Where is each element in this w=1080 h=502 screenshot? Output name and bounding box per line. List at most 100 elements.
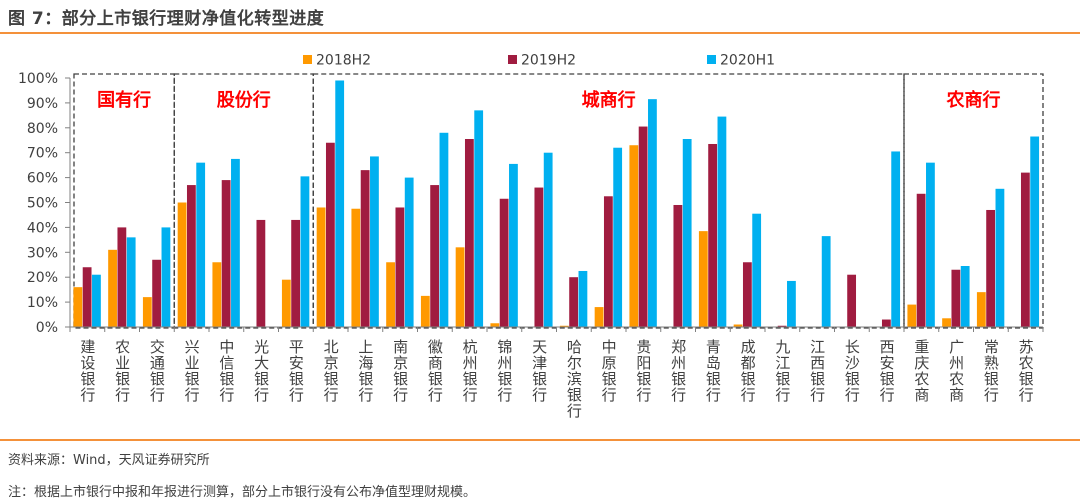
x-tick-label: 重庆农商: [912, 339, 930, 403]
bar-2020H1-西安银行: [891, 151, 901, 327]
bar-2019H2-徽商银行: [430, 185, 440, 327]
group-box: [312, 73, 905, 329]
bar-2018H2-贵阳银行: [629, 145, 639, 327]
bar-2019H2-重庆农商: [916, 193, 926, 327]
x-tick-label: 成都银行: [739, 339, 757, 403]
bar-2019H2-锦州银行: [499, 198, 509, 327]
bar-2019H2-苏农银行: [1020, 172, 1030, 327]
x-tick-label: 常熟银行: [982, 339, 1000, 403]
bar-2020H1-建设银行: [92, 274, 101, 327]
group-boxes: 国有行 股份行 城商行 农商行: [73, 73, 1044, 329]
x-tick-label: 西安银行: [878, 339, 896, 403]
bar-2020H1-中信银行: [231, 158, 240, 327]
bar-2020H1-九江银行: [787, 280, 796, 327]
bar-2020H1-常熟银行: [995, 188, 1005, 327]
legend-label: 2020H1: [720, 53, 775, 69]
bar-2019H2-贵阳银行: [638, 126, 648, 327]
x-tick-label: 九江银行: [773, 339, 791, 403]
bar-2018H2-中原银行: [594, 307, 604, 327]
bar-2018H2-农业银行: [108, 249, 117, 327]
x-tick-label: 北京银行: [322, 339, 340, 403]
y-tick-label: 50%: [27, 196, 58, 212]
bar-2020H1-江西银行: [821, 236, 831, 327]
bar-2018H2-重庆农商: [907, 304, 917, 327]
x-tick-label: 江西银行: [808, 339, 826, 403]
bar-2018H2-成都银行: [733, 324, 743, 327]
legend: 2018H2 2019H2 2020H1: [303, 53, 775, 69]
legend-label: 2018H2: [316, 53, 371, 69]
bar-2020H1-郑州银行: [682, 139, 692, 327]
x-tick-label: 郑州银行: [669, 339, 687, 403]
y-tick-label: 10%: [27, 295, 58, 311]
bar-2020H1-北京银行: [335, 80, 345, 327]
bar-2019H2-南京银行: [395, 207, 405, 327]
bar-2019H2-建设银行: [82, 267, 92, 327]
bar-2019H2-中信银行: [221, 180, 231, 327]
bar-2020H1-青岛银行: [717, 116, 727, 327]
bar-2019H2-九江银行: [777, 325, 787, 327]
group-label: 城商行: [582, 89, 636, 111]
bar-2019H2-西安银行: [881, 319, 891, 327]
bar-2018H2-哈尔滨银行: [559, 325, 569, 327]
bar-2019H2-广州农商: [951, 269, 961, 327]
x-tick-label: 锦州银行: [495, 339, 513, 403]
bar-2019H2-交通银行: [152, 259, 162, 327]
bar-2020H1-广州农商: [960, 266, 970, 327]
bar-2018H2-常熟银行: [976, 292, 986, 327]
bar-2020H1-兴业银行: [196, 162, 206, 327]
x-tick-label: 哈尔滨银行: [565, 339, 583, 419]
bar-2018H2-兴业银行: [177, 202, 187, 327]
legend-swatch: [508, 55, 517, 64]
bar-2020H1-天津银行: [543, 152, 553, 327]
bar-2018H2-平安银行: [281, 279, 291, 327]
bar-2020H1-哈尔滨银行: [578, 270, 588, 327]
bar-2018H2-青岛银行: [698, 231, 708, 327]
x-tick-label: 广州农商: [947, 339, 965, 403]
bar-2020H1-上海银行: [370, 156, 379, 327]
bar-2018H2-南京银行: [386, 262, 395, 327]
x-tick-label: 兴业银行: [183, 339, 201, 403]
bar-2018H2-中信银行: [212, 262, 222, 327]
group-box: [903, 73, 1044, 329]
bottom-divider: [0, 439, 1080, 441]
x-tick-label: 光大银行: [252, 339, 270, 403]
y-tick-label: 0%: [36, 320, 58, 336]
x-tick-label: 中信银行: [217, 339, 235, 403]
bar-2018H2-交通银行: [142, 297, 152, 327]
bar-2019H2-长沙银行: [847, 274, 857, 327]
y-axis: 0% 10% 20% 30% 40% 50% 60% 70% 80% 90% 100%: [18, 71, 71, 336]
x-tick-label: 交通银行: [148, 338, 166, 403]
bar-2019H2-郑州银行: [673, 204, 683, 327]
x-tick-label: 农业银行: [113, 339, 131, 403]
bar-2020H1-锦州银行: [509, 163, 518, 327]
x-tick-label: 建设银行: [78, 339, 96, 403]
y-tick-label: 30%: [27, 245, 58, 261]
x-tick-label: 平安银行: [287, 339, 305, 403]
bar-2019H2-平安银行: [291, 219, 301, 327]
group-label: 股份行: [216, 89, 271, 111]
x-tick-label: 徽商银行: [426, 339, 444, 403]
legend-swatch: [303, 55, 312, 64]
source-text: 资料来源：Wind，天风证券研究所: [8, 453, 210, 468]
bar-chart: 2018H2 2019H2 2020H1 0% 10% 20% 30% 40% 50% 60% 7…: [18, 53, 1044, 419]
bar-2020H1-南京银行: [404, 177, 414, 327]
bar-2018H2-徽商银行: [420, 295, 430, 328]
x-tick-label: 南京银行: [391, 339, 409, 403]
y-tick-label: 100%: [18, 71, 58, 87]
y-tick-label: 90%: [27, 96, 58, 112]
note-text: 注：根据上市银行中报和年报进行测算，部分上市银行没有公布净值型理财规模。: [8, 485, 477, 500]
bar-2019H2-兴业银行: [186, 185, 196, 327]
bar-2019H2-常熟银行: [986, 209, 996, 327]
legend-label: 2019H2: [521, 53, 576, 69]
top-divider: [0, 32, 1080, 34]
bar-2019H2-北京银行: [325, 142, 335, 327]
bar-2019H2-青岛银行: [708, 143, 718, 327]
x-tick-label: 天津银行: [530, 339, 548, 403]
bar-2019H2-上海银行: [360, 170, 370, 327]
x-tick-label: 苏农银行: [1017, 339, 1035, 403]
legend-swatch: [707, 55, 716, 64]
bar-2018H2-锦州银行: [490, 323, 500, 327]
y-tick-label: 70%: [27, 146, 58, 162]
bar-2020H1-交通银行: [161, 227, 171, 327]
bars: [73, 80, 1040, 328]
